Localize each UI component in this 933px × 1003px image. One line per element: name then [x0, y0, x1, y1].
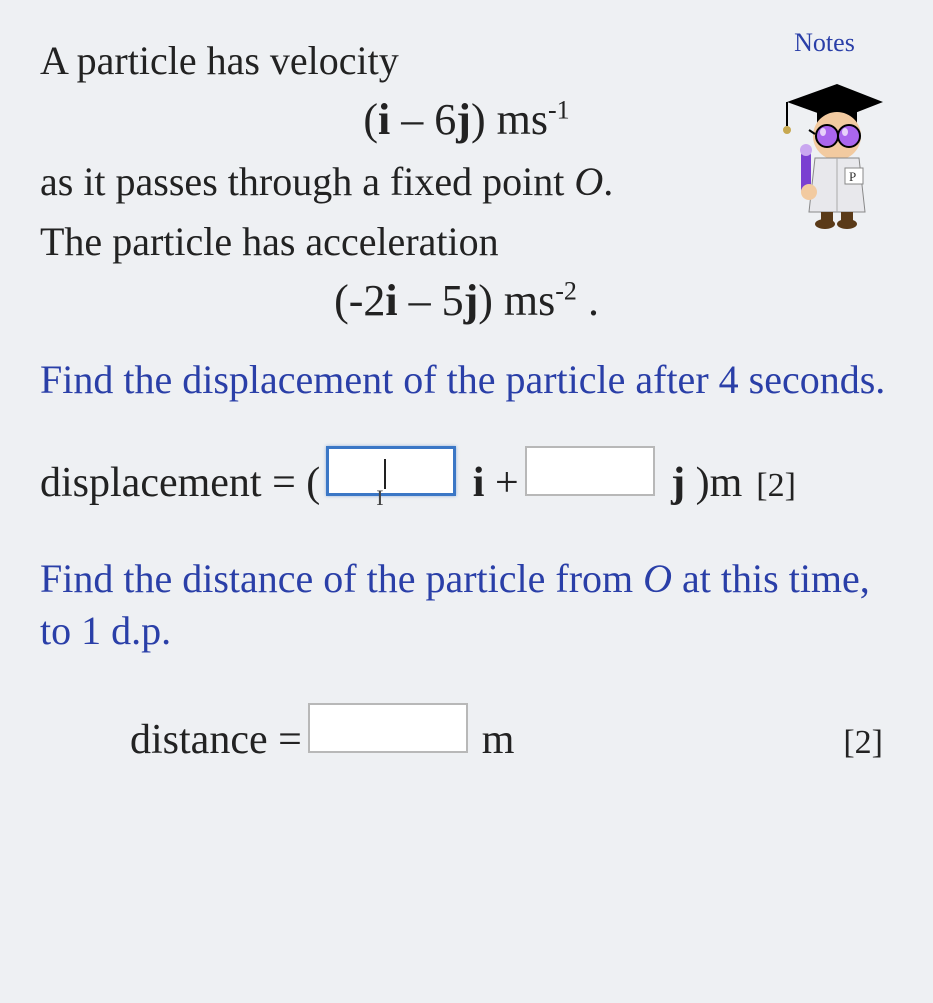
notes-block[interactable]: Notes P [752, 28, 897, 229]
displacement-j-input[interactable] [525, 446, 655, 496]
displacement-end: j )m [661, 459, 743, 507]
marks-1: [2] [756, 467, 796, 505]
distance-unit: m [482, 716, 515, 764]
displacement-answer-line: displacement = ( I i + j )m [2] [40, 446, 893, 507]
question-2: Find the distance of the particle from O… [40, 553, 893, 657]
distance-label: distance = [130, 716, 302, 764]
pocket-label: P [849, 169, 856, 184]
question-1: Find the displacement of the particle af… [40, 354, 893, 406]
displacement-i-input[interactable]: I [326, 446, 456, 496]
acceleration-formula: (-2i – 5j) ms-2 . [40, 275, 893, 326]
q2-prefix: Find the distance of the particle from [40, 556, 643, 601]
marks-2: [2] [843, 724, 893, 762]
distance-answer-line: distance = m [2] [40, 703, 893, 764]
notes-label: Notes [752, 28, 897, 58]
distance-input[interactable] [308, 703, 468, 753]
displacement-mid: i [462, 459, 495, 507]
intro2-prefix: as it passes through a fixed point [40, 159, 574, 204]
point-o-ref-1: O [574, 159, 603, 204]
displacement-plus: + [495, 459, 519, 507]
text-cursor-icon: I [376, 485, 383, 511]
point-o-ref-2: O [643, 556, 672, 601]
displacement-label: displacement = ( [40, 459, 320, 507]
professor-icon: P [765, 64, 885, 229]
intro2-suffix: . [603, 159, 613, 204]
